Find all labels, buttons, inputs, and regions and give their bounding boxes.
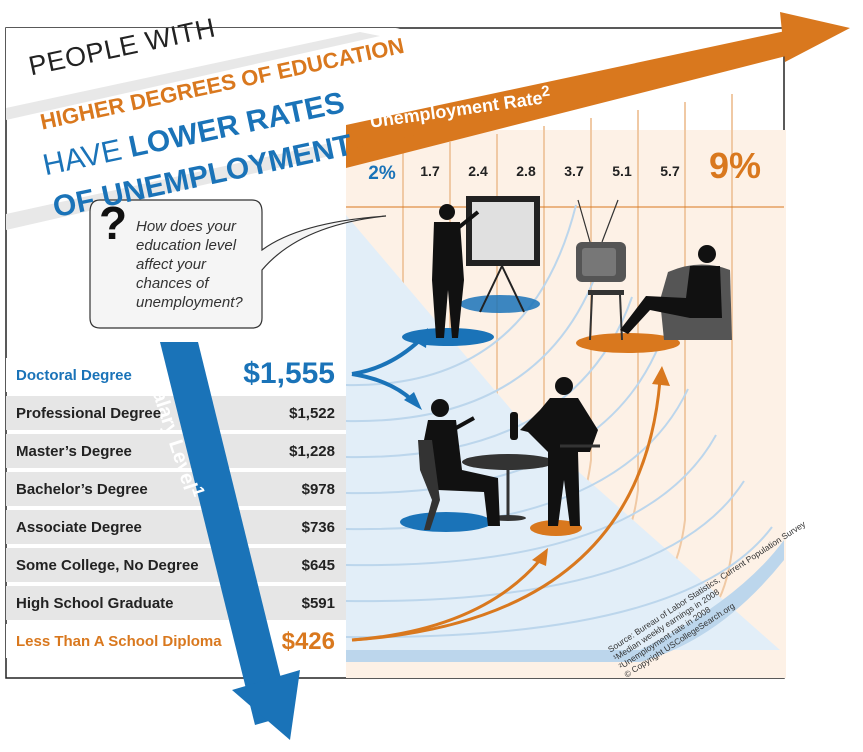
question-mark-icon: ? xyxy=(99,197,128,249)
salary-arc xyxy=(345,434,717,567)
row-salary-value: $1,228 xyxy=(289,443,335,460)
rate-label: 2% xyxy=(368,163,396,184)
row-salary-value: $736 xyxy=(301,519,335,536)
rate-label: 2.8 xyxy=(516,163,536,179)
dinner-icon xyxy=(400,399,554,532)
row-salary-value: $1,522 xyxy=(289,405,335,422)
tv-viewer-icon xyxy=(576,199,732,353)
presenter-icon xyxy=(402,196,540,346)
row-education-label: Some College, No Degree xyxy=(16,557,199,574)
rate-label: 3.7 xyxy=(564,163,584,179)
top-stripe xyxy=(6,32,380,120)
rate-label: 5.1 xyxy=(612,163,632,179)
doctoral-arrow-down xyxy=(351,372,414,402)
row-education-label: Master’s Degree xyxy=(16,443,132,460)
salary-arc xyxy=(345,250,605,423)
row-salary-value: $645 xyxy=(301,557,335,574)
salary-region xyxy=(346,215,780,650)
row-education-label: Less Than A School Diploma xyxy=(16,633,222,650)
speech-bubble xyxy=(89,199,387,329)
salary-arrow-shaft xyxy=(160,342,290,725)
row-education-label: Bachelor’s Degree xyxy=(16,481,148,498)
diploma-arrowhead-2 xyxy=(652,366,670,386)
table-row-bg xyxy=(6,586,346,620)
table-row-bg xyxy=(6,510,346,544)
rate-label: 2.4 xyxy=(468,163,488,179)
rate-label: 1.7 xyxy=(420,163,440,179)
salary-arc xyxy=(345,526,773,639)
row-salary-value: $426 xyxy=(281,628,335,655)
diploma-arrowhead-1 xyxy=(532,548,548,566)
doctoral-arrow-up xyxy=(351,338,422,376)
row-education-label: Doctoral Degree xyxy=(16,367,132,384)
table-row-bg xyxy=(6,624,346,658)
row-salary-value: $1,555 xyxy=(243,357,335,390)
row-education-label: Associate Degree xyxy=(16,519,142,536)
table-row-bg xyxy=(6,472,346,506)
row-education-label: High School Graduate xyxy=(16,595,174,612)
row-salary-value: $978 xyxy=(301,481,335,498)
salary-arrowhead xyxy=(232,670,300,740)
diploma-arrow-2 xyxy=(351,379,662,642)
table-row-bg xyxy=(6,548,346,582)
unemployment-arrowhead xyxy=(780,12,850,62)
waiter-icon xyxy=(510,377,600,536)
doctoral-arrowhead-down xyxy=(404,392,422,410)
salary-base-band xyxy=(346,540,784,662)
question-text: How does your education level affect you… xyxy=(136,218,243,311)
table-row-bg xyxy=(6,434,346,468)
salary-arc xyxy=(345,480,745,603)
unemployment-band-top xyxy=(346,30,790,150)
rate-label: 9% xyxy=(708,145,762,186)
title-stripe xyxy=(6,143,330,230)
salary-arc xyxy=(345,204,577,387)
rate-label: 5.7 xyxy=(660,163,680,179)
row-salary-value: $591 xyxy=(301,595,335,612)
row-education-label: Professional Degree xyxy=(16,405,162,422)
